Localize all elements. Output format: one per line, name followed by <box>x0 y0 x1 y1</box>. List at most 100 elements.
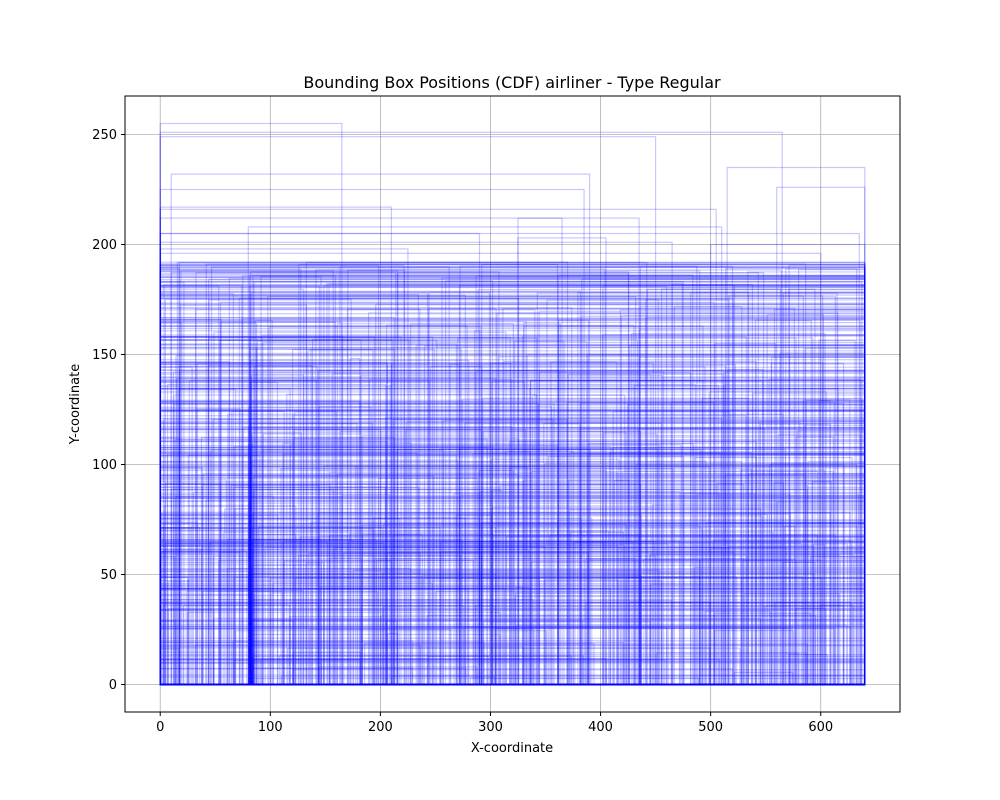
bounding-box <box>478 470 607 686</box>
bounding-box <box>262 341 866 686</box>
bounding-box <box>581 278 866 686</box>
bounding-box <box>544 579 619 686</box>
bounding-box <box>159 550 248 686</box>
bounding-box <box>159 576 641 686</box>
bounding-box <box>233 660 866 686</box>
bounding-box <box>159 318 866 686</box>
bounding-box <box>202 473 866 686</box>
bounding-box <box>159 401 866 686</box>
bounding-box <box>727 368 764 686</box>
bounding-box <box>159 500 866 686</box>
bounding-box <box>376 559 474 686</box>
bounding-box <box>159 292 866 686</box>
bounding-box <box>159 343 866 686</box>
bounding-box <box>170 173 591 686</box>
bounding-box <box>159 336 402 686</box>
bounding-box <box>159 620 294 686</box>
bounding-box <box>494 627 789 686</box>
bounding-box <box>336 323 515 686</box>
bounding-box <box>159 264 405 686</box>
bounding-box <box>159 477 866 686</box>
bounding-box <box>248 337 797 686</box>
bounding-box <box>694 456 853 686</box>
bounding-box <box>159 475 434 686</box>
bounding-box <box>643 558 700 686</box>
bounding-box <box>159 571 866 686</box>
bounding-box <box>249 518 401 686</box>
bounding-box <box>219 301 715 686</box>
bounding-box <box>159 456 757 686</box>
bounding-box <box>396 448 866 686</box>
bounding-box <box>257 526 866 686</box>
bounding-box <box>714 343 777 686</box>
bounding-box <box>361 533 423 686</box>
bounding-box <box>167 580 866 686</box>
bounding-box <box>166 383 387 686</box>
bounding-box <box>588 443 695 686</box>
bounding-box <box>159 497 866 686</box>
bounding-box <box>819 604 854 686</box>
bounding-box <box>310 521 866 686</box>
bounding-box <box>648 553 866 686</box>
bounding-box <box>159 620 866 686</box>
y-tick-label: 200 <box>92 238 117 253</box>
bounding-box <box>159 410 337 686</box>
bounding-box <box>159 505 297 686</box>
bounding-box <box>177 389 866 686</box>
bounding-box <box>473 330 866 686</box>
bounding-box <box>159 651 362 686</box>
bounding-box <box>159 492 720 686</box>
bounding-box <box>262 449 702 686</box>
bounding-box <box>704 610 772 686</box>
bounding-box <box>186 611 501 686</box>
bounding-box <box>159 593 255 686</box>
bounding-box <box>159 667 467 686</box>
bounding-box <box>569 451 752 686</box>
bounding-box <box>270 592 866 686</box>
bounding-box <box>528 388 839 686</box>
bounding-box <box>210 266 866 686</box>
bounding-box <box>159 429 482 686</box>
bounding-box <box>159 602 866 686</box>
bounding-box <box>309 628 452 686</box>
bounding-box <box>159 466 866 686</box>
bounding-box <box>248 427 866 686</box>
bounding-box <box>461 398 866 686</box>
bounding-box <box>159 521 198 686</box>
bounding-box <box>349 533 494 686</box>
bounding-box <box>205 499 866 686</box>
bounding-box <box>159 486 420 686</box>
bounding-box <box>441 277 866 686</box>
bounding-box <box>159 276 322 686</box>
bounding-box <box>269 577 866 686</box>
bounding-box <box>159 545 619 686</box>
bounding-box <box>159 188 585 686</box>
bounding-box <box>159 601 866 686</box>
bounding-box <box>210 449 445 686</box>
bounding-box <box>434 590 866 686</box>
bounding-box <box>280 675 866 686</box>
bounding-box <box>230 484 320 686</box>
bounding-box <box>159 336 747 686</box>
bounding-box <box>766 314 825 686</box>
bounding-box <box>159 267 180 686</box>
bounding-box <box>482 397 749 686</box>
bounding-box <box>159 265 698 686</box>
bounding-box <box>251 538 481 686</box>
bounding-box <box>382 606 866 686</box>
bounding-box <box>159 388 237 686</box>
bounding-box <box>159 343 458 686</box>
bounding-box <box>195 308 866 686</box>
bounding-box <box>696 493 791 686</box>
bounding-box <box>175 496 866 686</box>
y-axis-label: Y-coordinate <box>68 364 83 445</box>
bounding-box <box>159 588 866 686</box>
bounding-box <box>159 467 203 686</box>
bounding-box <box>323 588 866 686</box>
bounding-box <box>251 619 866 686</box>
bounding-box <box>213 331 507 686</box>
bounding-box <box>159 336 434 686</box>
bounding-box <box>208 278 866 686</box>
bounding-box <box>159 527 497 686</box>
bounding-box <box>382 572 866 686</box>
